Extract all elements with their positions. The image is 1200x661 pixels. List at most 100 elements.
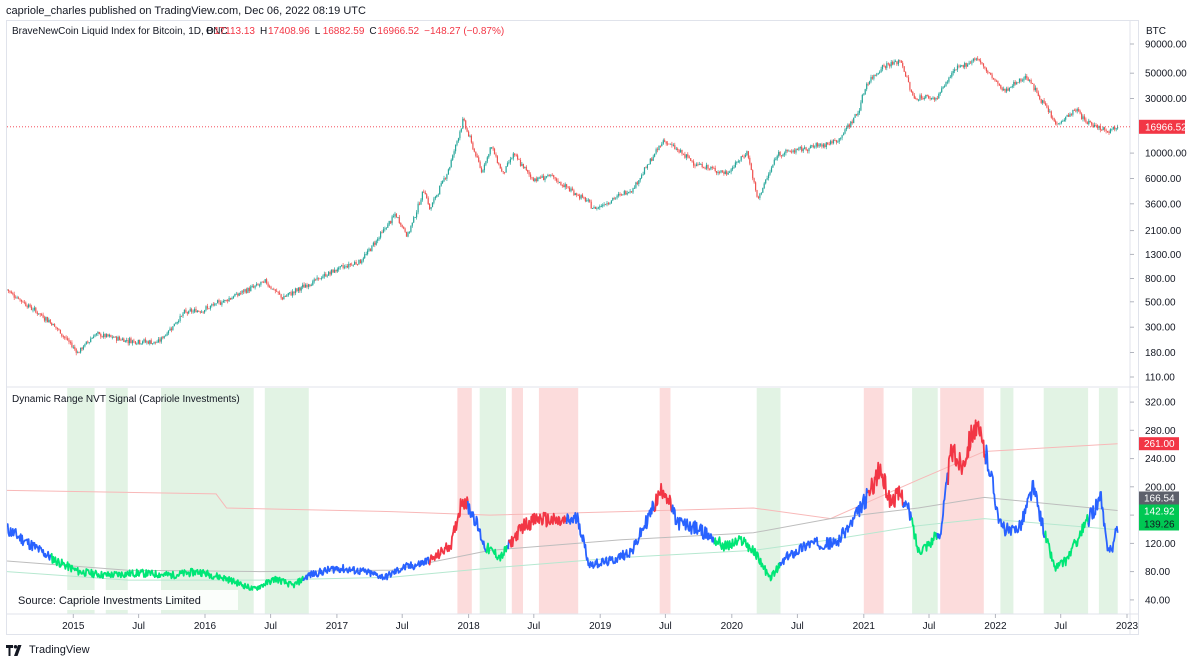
candle <box>7 289 8 291</box>
candle <box>918 99 920 101</box>
y-tick-label: 2100.00 <box>1145 226 1182 237</box>
y-tick-label: 30000.00 <box>1145 94 1187 105</box>
candle <box>609 203 611 205</box>
candle <box>205 306 207 311</box>
candle <box>238 293 240 296</box>
candle <box>656 149 659 151</box>
candle <box>776 155 778 160</box>
candle <box>1023 78 1025 81</box>
upper-band <box>7 443 1118 520</box>
candle <box>470 135 472 143</box>
footer[interactable]: TradingView <box>6 642 90 658</box>
candle <box>318 277 320 279</box>
candle <box>939 92 941 94</box>
candle <box>590 201 592 209</box>
candle <box>887 63 889 65</box>
candle <box>55 326 57 329</box>
candle <box>405 231 408 237</box>
candle <box>535 178 537 181</box>
candle <box>553 175 555 178</box>
candle <box>273 288 275 290</box>
candle <box>857 112 859 116</box>
nvt-signal-line <box>779 487 869 567</box>
candle <box>889 64 891 67</box>
candle <box>805 147 807 151</box>
candle <box>652 156 654 161</box>
candle <box>809 146 811 149</box>
candle <box>15 297 17 299</box>
candle <box>77 352 79 354</box>
candle <box>658 145 660 150</box>
candle <box>698 164 700 166</box>
footer-brand: TradingView <box>29 644 90 656</box>
candle <box>126 340 128 341</box>
candle <box>933 97 935 100</box>
candle <box>452 155 454 160</box>
candle <box>649 158 651 165</box>
candle <box>786 149 788 151</box>
candle <box>1066 114 1068 117</box>
candle <box>372 242 374 246</box>
candle <box>234 294 236 297</box>
candle <box>489 147 491 155</box>
candle <box>597 207 599 209</box>
candle <box>411 222 413 226</box>
candle <box>1033 83 1035 91</box>
candle <box>85 341 87 345</box>
candle <box>583 197 585 199</box>
candle <box>345 266 347 267</box>
candle <box>873 74 875 79</box>
candle <box>547 174 549 177</box>
candle <box>196 310 198 313</box>
candle <box>140 343 142 345</box>
candle <box>661 143 663 146</box>
candle <box>779 152 781 156</box>
candle <box>995 80 998 82</box>
chart-frame[interactable] <box>6 20 1139 635</box>
candle <box>480 167 483 173</box>
candle <box>596 208 598 209</box>
candle <box>12 293 14 294</box>
candle <box>41 314 43 316</box>
sell-zone <box>511 388 523 614</box>
candle <box>333 269 335 273</box>
candle <box>193 309 196 312</box>
candle <box>739 160 741 162</box>
candle <box>915 98 917 100</box>
candle <box>146 341 148 343</box>
candle <box>362 258 364 261</box>
candle <box>763 183 765 188</box>
candle <box>537 177 539 182</box>
candle <box>28 304 30 308</box>
candle <box>449 167 451 170</box>
candle <box>176 321 178 324</box>
candle <box>423 191 425 193</box>
candle <box>665 141 667 144</box>
candle <box>398 217 400 223</box>
candle <box>330 269 333 275</box>
candle <box>541 175 543 178</box>
candle <box>993 77 995 79</box>
candle <box>296 288 298 292</box>
candle <box>928 96 930 98</box>
candle <box>684 154 686 158</box>
y-tick-label: 200.00 <box>1145 482 1176 493</box>
candle <box>654 153 656 157</box>
candle <box>880 69 882 73</box>
candle <box>693 161 695 166</box>
candle <box>946 81 948 83</box>
candle <box>403 226 405 229</box>
candle <box>990 72 992 75</box>
candle <box>232 296 235 298</box>
y-tick-label: 110.00 <box>1145 373 1175 384</box>
candle <box>638 180 640 184</box>
candle <box>560 182 562 186</box>
candle <box>218 300 220 303</box>
candle <box>52 324 54 326</box>
candle <box>677 148 679 150</box>
candle <box>801 146 803 152</box>
candle <box>1030 80 1032 84</box>
candle <box>254 285 256 288</box>
nvt-signal-line <box>671 504 716 545</box>
